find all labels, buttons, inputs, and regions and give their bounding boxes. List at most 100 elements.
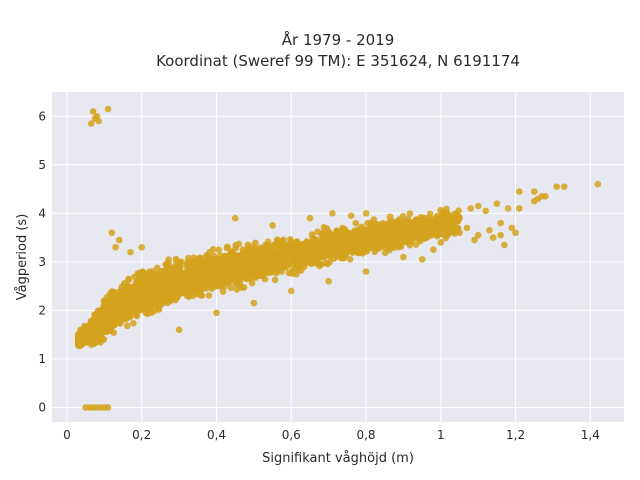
data-point bbox=[101, 312, 109, 320]
data-point bbox=[104, 105, 112, 113]
data-point bbox=[438, 210, 446, 218]
data-point bbox=[318, 261, 325, 268]
data-point bbox=[233, 286, 241, 293]
data-point bbox=[406, 210, 414, 218]
data-point bbox=[326, 243, 334, 250]
data-point bbox=[346, 238, 353, 245]
data-point bbox=[184, 270, 192, 277]
data-point bbox=[403, 238, 410, 245]
data-point bbox=[221, 283, 228, 290]
data-point bbox=[81, 323, 88, 331]
data-point bbox=[131, 288, 139, 295]
data-point bbox=[416, 237, 424, 245]
data-point bbox=[379, 234, 387, 242]
data-point bbox=[259, 258, 267, 266]
data-point bbox=[297, 267, 305, 274]
data-point bbox=[438, 228, 446, 236]
y-tick-label: 3 bbox=[38, 255, 46, 269]
data-point bbox=[301, 257, 308, 264]
data-point bbox=[311, 235, 319, 243]
data-point bbox=[259, 267, 267, 274]
data-point bbox=[347, 212, 355, 220]
data-point bbox=[334, 245, 341, 253]
data-point bbox=[290, 268, 297, 275]
data-point bbox=[512, 229, 519, 237]
data-point bbox=[497, 231, 504, 239]
data-point bbox=[138, 243, 146, 251]
data-point bbox=[107, 327, 115, 335]
data-point bbox=[367, 229, 375, 237]
data-point bbox=[381, 249, 389, 257]
data-point bbox=[165, 256, 172, 263]
data-point bbox=[164, 293, 172, 301]
data-point bbox=[266, 247, 273, 255]
data-point bbox=[122, 316, 130, 323]
data-point bbox=[286, 251, 294, 258]
data-point bbox=[329, 210, 336, 217]
data-point bbox=[192, 283, 200, 291]
data-point bbox=[426, 214, 433, 222]
data-point bbox=[308, 260, 316, 267]
data-point bbox=[486, 227, 493, 234]
data-point bbox=[97, 339, 104, 346]
data-point bbox=[264, 241, 271, 249]
data-point bbox=[361, 231, 368, 238]
data-point bbox=[320, 240, 328, 247]
data-point bbox=[167, 288, 175, 295]
data-point bbox=[560, 183, 568, 190]
data-point bbox=[206, 270, 214, 278]
data-point bbox=[184, 254, 192, 262]
data-point bbox=[493, 200, 501, 207]
data-point bbox=[238, 261, 245, 268]
data-point bbox=[153, 264, 161, 272]
data-point bbox=[154, 287, 162, 295]
data-point bbox=[227, 284, 235, 292]
data-point bbox=[474, 202, 482, 210]
data-point bbox=[224, 243, 231, 251]
data-point bbox=[306, 214, 314, 222]
data-point bbox=[542, 193, 549, 200]
data-point bbox=[315, 251, 323, 259]
data-point bbox=[199, 271, 207, 279]
y-tick-label: 4 bbox=[38, 206, 46, 220]
data-point bbox=[183, 275, 190, 283]
data-point bbox=[340, 254, 347, 262]
data-point bbox=[430, 246, 437, 254]
data-point bbox=[325, 277, 332, 285]
data-point bbox=[430, 228, 437, 235]
data-point bbox=[248, 279, 256, 287]
data-point bbox=[110, 307, 117, 315]
data-point bbox=[198, 282, 205, 290]
data-point bbox=[124, 322, 131, 330]
y-tick-label: 2 bbox=[38, 303, 46, 317]
data-point bbox=[130, 319, 137, 327]
data-point bbox=[190, 275, 198, 282]
data-point bbox=[188, 259, 196, 266]
data-point bbox=[320, 231, 328, 238]
data-point bbox=[474, 231, 482, 239]
data-point bbox=[120, 289, 127, 296]
data-point bbox=[516, 188, 523, 195]
data-point bbox=[124, 282, 132, 289]
data-point bbox=[294, 248, 301, 255]
data-point bbox=[213, 309, 220, 317]
data-point bbox=[231, 214, 239, 222]
data-point bbox=[295, 260, 303, 268]
data-point bbox=[449, 216, 457, 224]
data-point bbox=[333, 241, 341, 248]
data-point bbox=[403, 228, 411, 235]
data-point bbox=[182, 284, 189, 291]
data-point bbox=[463, 224, 471, 232]
data-point bbox=[125, 276, 133, 283]
data-point bbox=[251, 246, 258, 254]
data-point bbox=[257, 244, 264, 252]
data-point bbox=[131, 308, 138, 316]
data-point bbox=[152, 276, 159, 283]
data-point bbox=[252, 274, 260, 281]
data-point bbox=[237, 267, 244, 274]
data-point bbox=[87, 325, 94, 332]
data-point bbox=[97, 329, 104, 337]
data-point bbox=[443, 205, 450, 213]
data-point bbox=[244, 254, 252, 261]
